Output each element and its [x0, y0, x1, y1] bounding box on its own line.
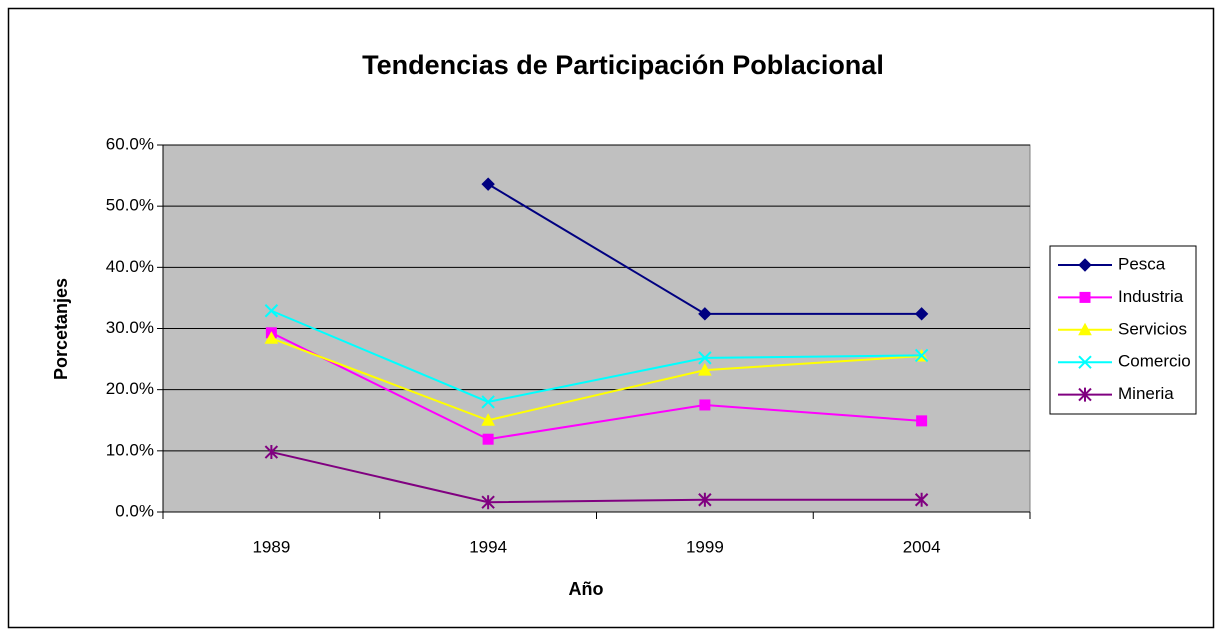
- marker: [698, 351, 712, 365]
- legend-label: Comercio: [1118, 352, 1191, 371]
- legend-label: Servicios: [1118, 319, 1187, 338]
- marker: [264, 304, 279, 318]
- series-line: [271, 451, 922, 504]
- legend-marker: [1078, 322, 1092, 336]
- series-line: [270, 331, 922, 441]
- legend-marker: [1079, 291, 1091, 303]
- marker: [264, 445, 279, 460]
- marker: [481, 495, 495, 510]
- legend-label: Mineria: [1118, 384, 1174, 403]
- y-tick-label: 50.0%: [106, 196, 154, 215]
- marker: [481, 413, 495, 426]
- marker: [699, 399, 711, 411]
- marker: [916, 415, 928, 427]
- marker: [698, 492, 712, 507]
- series-line: [270, 309, 922, 403]
- y-tick-label: 10.0%: [106, 440, 154, 459]
- marker: [914, 492, 929, 507]
- x-axis-title: Año: [569, 579, 604, 599]
- marker: [914, 307, 929, 321]
- legend-marker: [1078, 387, 1092, 402]
- y-tick-label: 0.0%: [115, 501, 154, 520]
- x-tick-label: 1989: [252, 537, 290, 556]
- y-tick-label: 20.0%: [106, 379, 154, 398]
- y-tick-label: 30.0%: [106, 318, 154, 337]
- marker: [698, 307, 712, 321]
- chart-title: Tendencias de Participación Poblacional: [362, 50, 884, 80]
- marker: [482, 433, 494, 445]
- y-tick-label: 40.0%: [106, 257, 154, 276]
- x-tick-label: 1994: [469, 537, 507, 556]
- y-tick-label: 60.0%: [106, 134, 154, 153]
- series-line: [271, 337, 922, 422]
- x-tick-label: 1999: [686, 537, 724, 556]
- marker: [481, 177, 495, 191]
- marker: [698, 363, 712, 376]
- legend-label: Pesca: [1118, 254, 1166, 273]
- marker: [264, 331, 279, 344]
- y-axis-title: Porcetanjes: [51, 278, 71, 380]
- legend-marker: [1078, 355, 1092, 369]
- marker: [481, 395, 495, 409]
- marker: [914, 348, 929, 363]
- x-tick-label: 2004: [903, 537, 941, 556]
- legend-marker: [1078, 258, 1092, 272]
- legend-label: Industria: [1118, 287, 1184, 306]
